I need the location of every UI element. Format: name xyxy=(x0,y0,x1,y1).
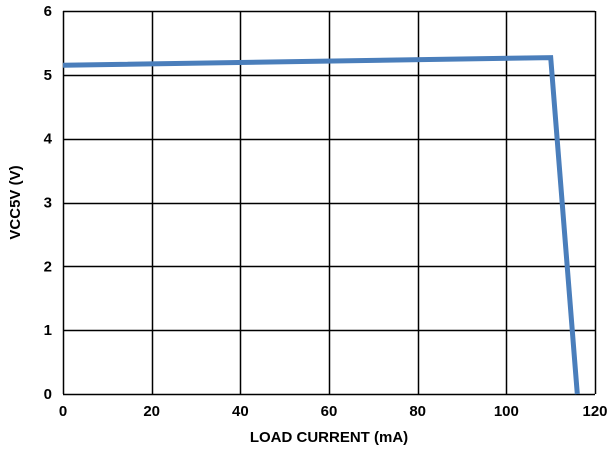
x-tick-labels: 0 20 40 60 80 100 120 xyxy=(59,403,608,420)
y-axis-title: VCC5V (V) xyxy=(7,165,24,239)
x-tick-label: 80 xyxy=(409,403,426,420)
y-tick-label: 1 xyxy=(44,322,52,339)
series-line xyxy=(62,55,580,395)
y-tick-label: 0 xyxy=(44,386,52,403)
x-tick-label: 0 xyxy=(59,403,67,420)
y-tick-label: 6 xyxy=(44,3,52,20)
x-tick-label: 60 xyxy=(321,403,338,420)
y-tick-labels: 0 1 2 3 4 5 6 xyxy=(44,3,53,403)
x-tick-label: 120 xyxy=(582,403,607,420)
series-layer xyxy=(62,55,580,395)
y-tick-label: 3 xyxy=(44,195,52,212)
y-tick-label: 5 xyxy=(44,67,52,84)
x-axis-title: LOAD CURRENT (mA) xyxy=(250,429,408,446)
x-tick-label: 40 xyxy=(232,403,249,420)
x-tick-label: 100 xyxy=(494,403,519,420)
grid xyxy=(62,10,597,396)
y-tick-label: 4 xyxy=(44,131,53,148)
x-tick-label: 20 xyxy=(143,403,160,420)
y-tick-label: 2 xyxy=(44,258,52,275)
